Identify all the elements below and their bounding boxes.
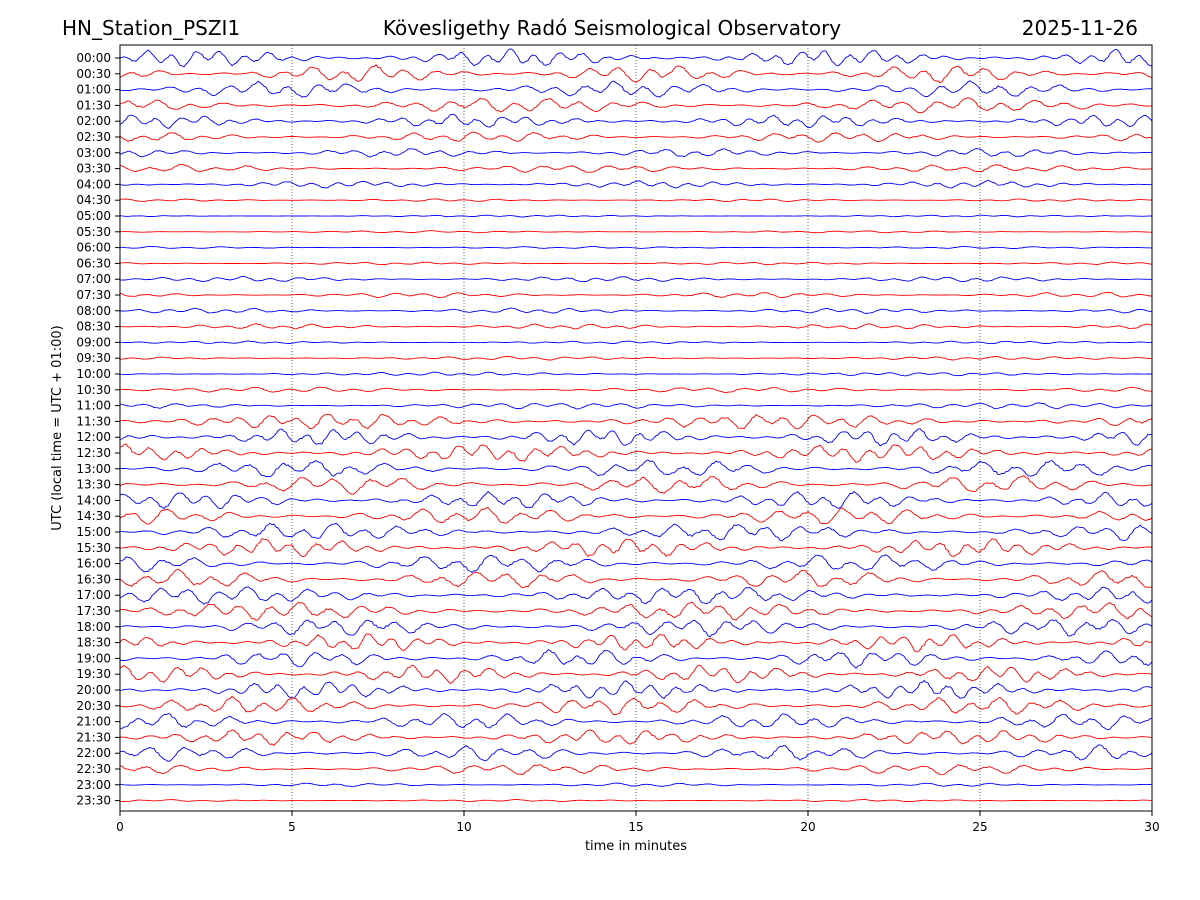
- y-tick-label: 03:00: [76, 146, 111, 160]
- y-tick-label: 16:30: [76, 572, 111, 586]
- y-tick-label: 23:30: [76, 794, 111, 808]
- y-tick-label: 21:00: [76, 715, 111, 729]
- trace-0200: [119, 113, 1153, 129]
- trace-0600: [120, 246, 1152, 249]
- y-tick-label: 13:00: [76, 462, 111, 476]
- trace-1730: [119, 601, 1153, 621]
- trace-0800: [119, 307, 1153, 315]
- y-tick-label: 15:30: [76, 541, 111, 555]
- x-tick-label: 25: [972, 820, 987, 834]
- y-axis-label: UTC (local time = UTC + 01:00): [50, 325, 65, 530]
- y-tick-label: 17:00: [76, 588, 111, 602]
- y-tick-label: 18:00: [76, 620, 111, 634]
- seismic-traces: [119, 48, 1153, 803]
- trace-0930: [119, 355, 1153, 361]
- y-tick-label: 22:30: [76, 762, 111, 776]
- trace-0230: [119, 131, 1153, 143]
- y-tick-label: 20:00: [76, 683, 111, 697]
- y-tick-label: 08:00: [76, 304, 111, 318]
- y-tick-label: 10:30: [76, 383, 111, 397]
- y-tick-label: 10:00: [76, 367, 111, 381]
- x-tick-label: 10: [456, 820, 471, 834]
- y-tick-label: 00:30: [76, 67, 111, 81]
- y-tick-label: 05:30: [76, 225, 111, 239]
- trace-2330: [119, 798, 1153, 803]
- x-axis-label: time in minutes: [585, 839, 687, 854]
- trace-1900: [119, 649, 1153, 669]
- trace-2230: [119, 764, 1153, 776]
- y-tick-label: 02:00: [76, 114, 111, 128]
- x-tick-label: 20: [800, 820, 815, 834]
- y-tick-label: 03:30: [76, 162, 111, 176]
- trace-2100: [119, 713, 1153, 731]
- y-tick-label: 06:30: [76, 256, 111, 270]
- y-tick-label: 06:00: [76, 241, 111, 255]
- trace-1300: [119, 459, 1153, 478]
- y-tick-label: 14:00: [76, 493, 111, 507]
- trace-1200: [119, 428, 1153, 447]
- trace-0300: [119, 148, 1153, 158]
- trace-0630: [119, 261, 1153, 266]
- y-tick-label: 19:00: [76, 651, 111, 665]
- y-tick-label: 04:00: [76, 177, 111, 191]
- y-tick-label: 09:30: [76, 351, 111, 365]
- y-tick-label: 14:30: [76, 509, 111, 523]
- y-tick-label: 08:30: [76, 320, 111, 334]
- trace-0100: [119, 80, 1153, 98]
- y-tick-label: 05:00: [76, 209, 111, 223]
- trace-1430: [119, 506, 1153, 525]
- y-tick-label: 12:30: [76, 446, 111, 460]
- y-tick-label: 13:30: [76, 478, 111, 492]
- y-tick-label: 20:30: [76, 699, 111, 713]
- y-tick-label: 09:00: [76, 335, 111, 349]
- y-tick-label: 22:00: [76, 746, 111, 760]
- y-tick-label: 15:00: [76, 525, 111, 539]
- trace-1630: [119, 568, 1153, 589]
- y-tick-label: 19:30: [76, 667, 111, 681]
- trace-1400: [119, 490, 1153, 510]
- y-tick-label: 12:00: [76, 430, 111, 444]
- chart-date: 2025-11-26: [1022, 16, 1138, 40]
- y-tick-label: 11:30: [76, 414, 111, 428]
- vertical-grid: [291, 45, 981, 811]
- station-name: HN_Station_PSZI1: [62, 16, 240, 40]
- x-tick-label: 0: [116, 820, 124, 834]
- y-tick-label: 04:30: [76, 193, 111, 207]
- trace-1530: [119, 538, 1153, 557]
- trace-0000: [119, 48, 1153, 68]
- trace-0030: [119, 64, 1153, 84]
- y-tick-label: 00:00: [76, 51, 111, 65]
- trace-1600: [119, 554, 1153, 573]
- y-tick-label: 01:30: [76, 98, 111, 112]
- chart-title: Kövesligethy Radó Seismological Observat…: [383, 16, 841, 40]
- x-tick-label: 30: [1144, 820, 1159, 834]
- trace-1930: [119, 664, 1153, 684]
- y-tick-label: 01:00: [76, 83, 111, 97]
- trace-1000: [119, 371, 1153, 377]
- y-tick-label: 11:00: [76, 399, 111, 413]
- trace-0500: [119, 214, 1152, 218]
- trace-1700: [119, 586, 1153, 605]
- trace-1330: [119, 475, 1153, 495]
- x-axis-ticks: 0 5 10 15 20 25 30: [116, 811, 1160, 834]
- x-tick-label: 15: [628, 820, 643, 834]
- trace-0430: [119, 198, 1153, 202]
- trace-2000: [119, 679, 1153, 700]
- x-tick-label: 5: [288, 820, 296, 834]
- y-tick-label: 23:00: [76, 778, 111, 792]
- y-tick-label: 07:30: [76, 288, 111, 302]
- y-tick-label: 16:00: [76, 557, 111, 571]
- y-tick-label: 18:30: [76, 636, 111, 650]
- y-tick-label: 07:00: [76, 272, 111, 286]
- y-tick-label: 21:30: [76, 730, 111, 744]
- trace-2300: [120, 782, 1153, 788]
- y-tick-label: 02:30: [76, 130, 111, 144]
- y-tick-label: 17:30: [76, 604, 111, 618]
